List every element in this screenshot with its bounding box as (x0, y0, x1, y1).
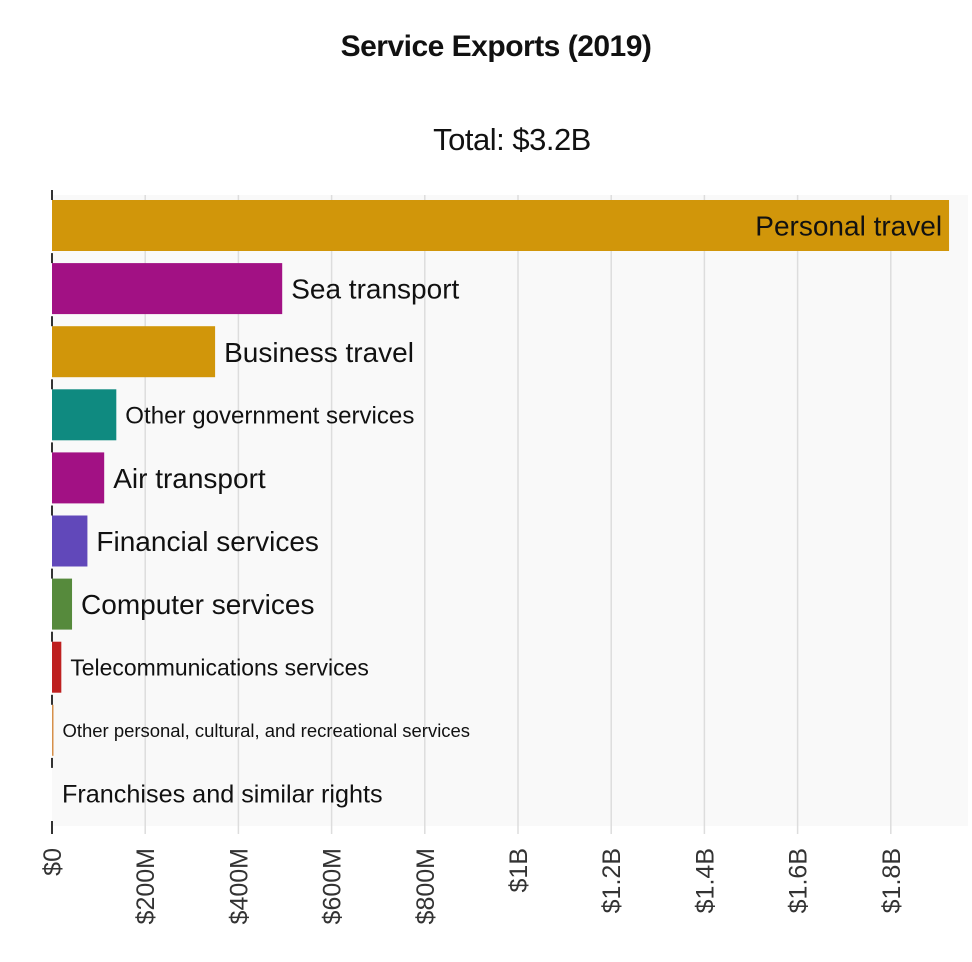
x-tick-label: $1.6B (785, 848, 813, 913)
x-tick-label: $0 (39, 848, 67, 876)
bar-label: Telecommunications services (70, 654, 369, 680)
chart-title: Service Exports (2019) (340, 30, 652, 63)
x-tick-label: $800M (412, 848, 440, 924)
bar-label: Financial services (96, 526, 319, 557)
x-tick-label: $1.8B (878, 848, 906, 913)
x-tick-label: $1.4B (691, 848, 719, 913)
bar-label: Personal travel (755, 211, 942, 242)
bar-label: Computer services (81, 589, 314, 620)
bar[interactable] (52, 389, 117, 441)
x-tick-label: $200M (132, 848, 160, 924)
bar[interactable] (52, 578, 73, 630)
bar-label: Other personal, cultural, and recreation… (63, 720, 471, 741)
bar-label: Franchises and similar rights (62, 780, 383, 808)
x-tick-label: $600M (319, 848, 347, 924)
chart-subtitle: Total: $3.2B (433, 122, 591, 157)
bar-label: Air transport (113, 463, 266, 494)
bar[interactable] (52, 704, 54, 756)
bar-label: Sea transport (291, 274, 459, 305)
x-tick-label: $1.2B (598, 848, 626, 913)
bar[interactable] (52, 326, 216, 378)
bar[interactable] (52, 452, 105, 504)
bar-label: Business travel (224, 337, 414, 368)
bar[interactable] (52, 515, 88, 567)
bar[interactable] (52, 641, 62, 693)
bar[interactable] (52, 200, 950, 251)
x-tick-label: $400M (225, 848, 253, 924)
bar-label: Other government services (125, 402, 414, 429)
x-tick-label: $1B (505, 848, 533, 892)
bar[interactable] (52, 263, 283, 315)
